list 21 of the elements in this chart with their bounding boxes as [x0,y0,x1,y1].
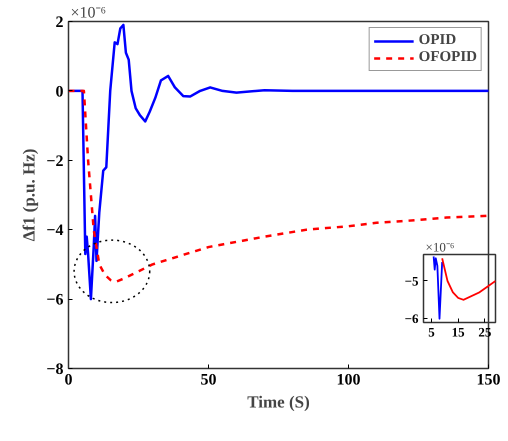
y-tick-label: −6 [404,311,419,326]
legend-label: OFOPID [418,49,477,66]
annotation: ×10⁻⁶ [426,240,454,254]
line-series [441,257,496,301]
x-tick-label: 150 [476,372,500,388]
x-tick-label: 5 [428,324,436,340]
annotation: ×10⁻⁶ [70,4,106,22]
y-tick-label: −5 [404,273,419,288]
y-tick-label: 0 [56,83,64,100]
x-axis-title: Time (S) [247,392,310,412]
y-axis-title: Δf1 (p.u. Hz) [19,148,38,242]
x-tick-label: 100 [336,372,360,388]
y-tick-label: −4 [46,222,64,240]
y-tick-label: −8 [46,361,64,378]
legend-label: OPID [418,32,456,49]
x-tick-label: 15 [452,324,466,340]
y-tick-label: 2 [56,14,64,31]
y-tick-label: −6 [46,292,64,309]
line-series [432,255,444,320]
y-tick-label: −2 [46,152,64,170]
x-tick-label: 50 [200,372,216,388]
